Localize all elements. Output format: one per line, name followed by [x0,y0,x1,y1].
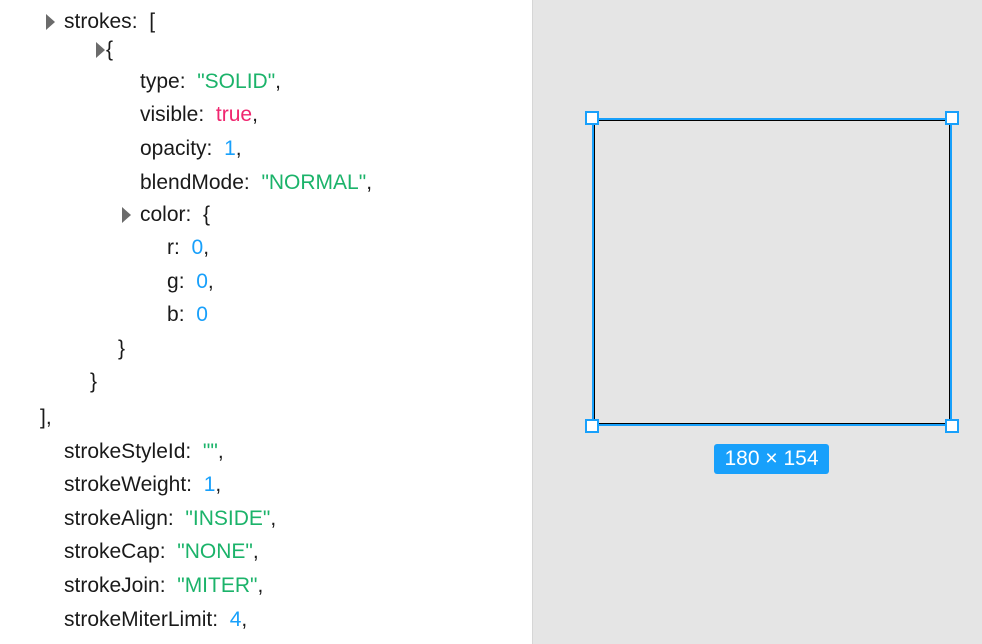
property-value: } [118,337,126,360]
punctuation: , [207,270,214,293]
property-key: blendMode [140,171,244,194]
property-key: strokeStyleId [64,440,186,463]
punctuation: , [366,171,373,194]
code-line: r: 0, [167,236,210,259]
code-line: g: 0, [167,270,214,293]
punctuation: , [217,440,224,463]
property-value: "NONE" [177,540,253,563]
code-line: opacity: 1, [140,137,242,160]
property-value: "NORMAL" [261,171,367,194]
code-line: strokeCap: "NONE", [64,540,259,563]
code-line: ], [40,404,52,432]
property-value: ], [40,406,52,429]
property-value: 1 [203,473,216,496]
property-value: [ [149,10,156,33]
punctuation: , [203,236,210,259]
punctuation: , [252,103,258,126]
code-line: color: { [140,203,211,226]
property-key: strokeCap [64,540,160,563]
property-key: color [140,203,186,226]
expand-triangle-icon[interactable] [96,42,105,58]
code-line: } [90,368,97,396]
code-inspector-panel: strokes: [ { type: "SOLID", visible: true, o… [0,0,533,644]
property-value: "" [202,440,218,463]
rectangle-stroke [594,120,950,424]
property-key: strokeWeight [64,473,187,496]
property-value: 0 [196,303,208,326]
property-value: 0 [191,236,204,259]
code-line: strokeWeight: 1, [64,473,222,496]
resize-handle-bottom-left[interactable] [585,419,599,433]
punctuation: , [215,473,222,496]
property-value: } [90,370,98,393]
punctuation: , [275,70,281,93]
property-value: "SOLID" [197,70,276,93]
code-line: strokes: [ [64,10,156,33]
property-value: { [203,203,211,226]
resize-handle-top-left[interactable] [585,111,599,125]
punctuation: , [252,540,259,563]
property-key: r [167,236,174,259]
code-line: type: "SOLID", [140,70,281,93]
expand-triangle-icon[interactable] [122,207,131,223]
property-key: visible [140,103,199,126]
property-key: strokeJoin [64,574,160,597]
property-key: b [167,303,179,326]
punctuation: , [235,137,242,160]
resize-handle-top-right[interactable] [945,111,959,125]
code-line: strokeJoin: "MITER", [64,574,264,597]
property-key: strokeMiterLimit [64,608,213,631]
selected-rectangle[interactable] [592,118,952,426]
punctuation: , [257,574,264,597]
property-value: true [215,103,253,126]
property-value: 1 [224,137,236,160]
property-key: type [140,70,180,93]
punctuation: , [270,507,277,530]
code-line: visible: true, [140,103,258,126]
code-line: blendMode: "NORMAL", [140,171,373,194]
property-value: { [106,38,114,61]
property-value: 0 [196,270,208,293]
code-line: { [106,36,113,64]
property-value: "MITER" [177,574,258,597]
property-value: 4 [229,608,242,631]
code-line: strokeMiterLimit: 4, [64,608,248,631]
resize-handle-bottom-right[interactable] [945,419,959,433]
expand-triangle-icon[interactable] [46,14,55,30]
property-key: g [167,270,179,293]
code-line: strokeStyleId: "", [64,440,224,463]
property-value: "INSIDE" [185,507,271,530]
code-line: b: 0 [167,303,208,326]
code-line: } [118,335,125,363]
property-key: opacity [140,137,207,160]
punctuation: , [241,608,248,631]
selection-size-label: 180 × 154 [714,444,829,474]
code-line: strokeAlign: "INSIDE", [64,507,277,530]
property-key: strokes [64,10,132,33]
property-key: strokeAlign [64,507,168,530]
